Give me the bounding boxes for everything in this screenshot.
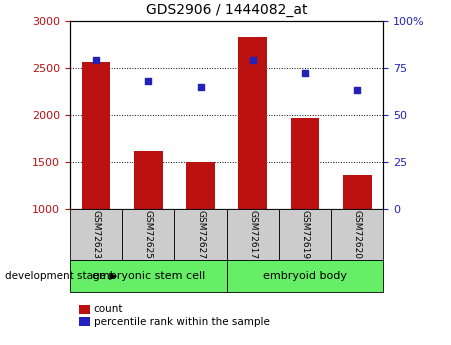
Text: GSM72625: GSM72625 [144, 210, 153, 259]
Text: development stage ▶: development stage ▶ [5, 271, 117, 281]
Text: percentile rank within the sample: percentile rank within the sample [94, 317, 270, 326]
Bar [343, 175, 372, 209]
Bar [226, 260, 383, 292]
Bar [122, 209, 175, 260]
Bar [290, 118, 319, 209]
Point [145, 78, 152, 83]
Point [92, 57, 100, 63]
Text: GSM72619: GSM72619 [300, 210, 309, 259]
Bar [279, 209, 331, 260]
Bar [226, 209, 279, 260]
Text: GSM72623: GSM72623 [92, 210, 101, 259]
Bar [70, 209, 122, 260]
Bar [70, 260, 226, 292]
Title: GDS2906 / 1444082_at: GDS2906 / 1444082_at [146, 3, 308, 17]
Text: GSM72620: GSM72620 [353, 210, 362, 259]
Bar [331, 209, 383, 260]
Text: embryoid body: embryoid body [263, 271, 347, 281]
Point [354, 88, 361, 93]
Text: GSM72627: GSM72627 [196, 210, 205, 259]
Text: GSM72617: GSM72617 [248, 210, 257, 259]
Bar [82, 62, 110, 209]
Bar [134, 151, 163, 209]
Point [197, 84, 204, 89]
Bar [239, 37, 267, 209]
Point [301, 71, 308, 76]
Text: count: count [94, 305, 123, 314]
Text: embryonic stem cell: embryonic stem cell [92, 271, 205, 281]
Bar [175, 209, 226, 260]
Point [249, 57, 256, 63]
Bar [186, 162, 215, 209]
